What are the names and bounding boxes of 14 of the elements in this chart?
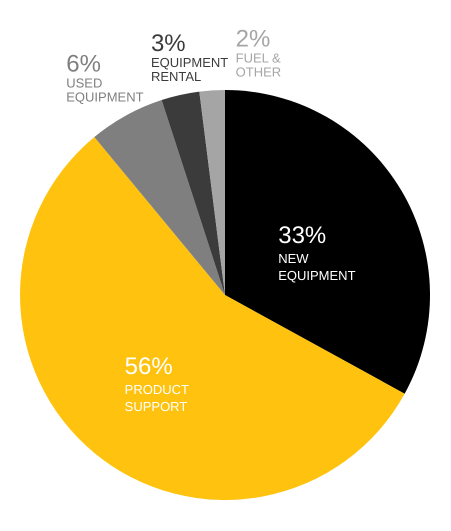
slice-label: EQUIPMENT RENTAL <box>150 54 228 84</box>
pie-slice <box>199 90 225 295</box>
pie-slice <box>225 90 430 394</box>
slice-label: PRODUCT SUPPORT <box>124 382 189 414</box>
data-label: 3% <box>150 30 186 57</box>
slice-label: FUEL & OTHER <box>236 50 282 80</box>
data-label: 33% <box>278 222 326 249</box>
pie-slice <box>20 137 405 500</box>
data-label: 6% <box>66 50 101 78</box>
slice-label: NEW EQUIPMENT <box>278 250 356 283</box>
slice-label: USED EQUIPMENT <box>66 75 144 104</box>
pie-slice <box>162 92 225 295</box>
data-label: 56% <box>124 352 173 380</box>
data-label: 2% <box>236 25 270 52</box>
